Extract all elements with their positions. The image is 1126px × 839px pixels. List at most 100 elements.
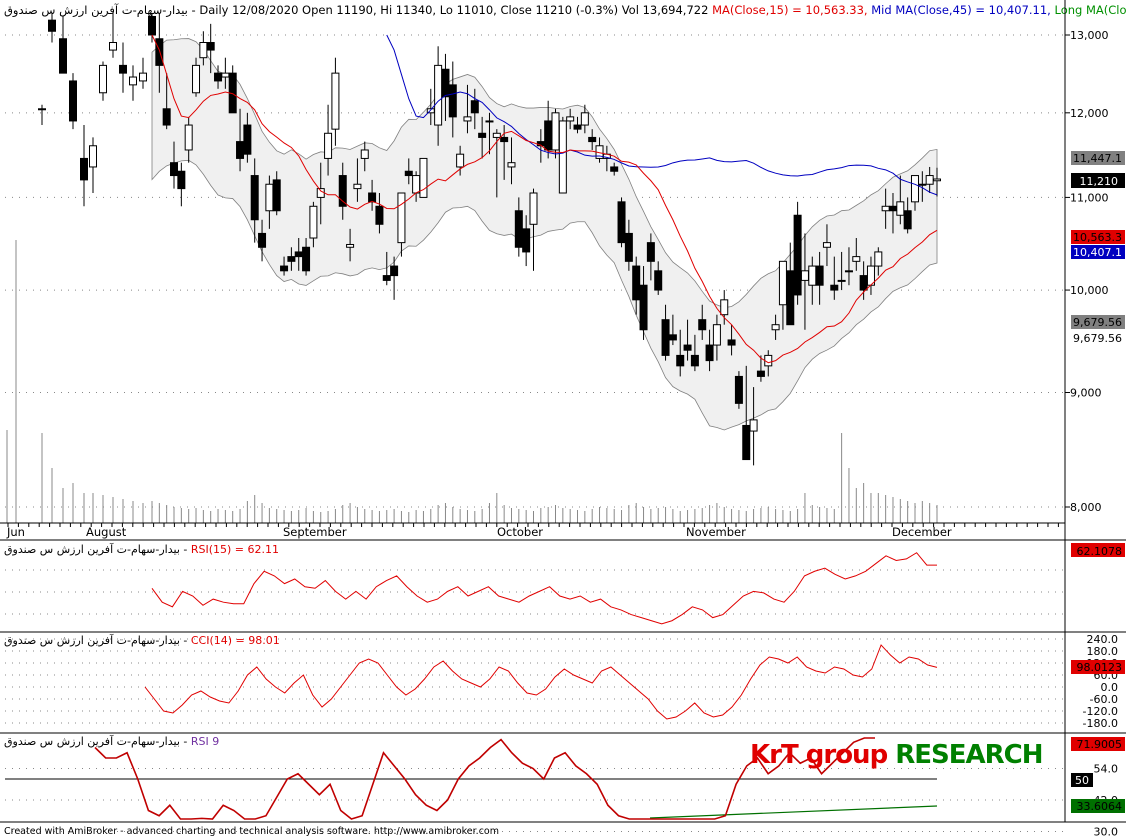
candle (558, 116, 567, 194)
month-jun: Jun (6, 525, 25, 539)
ticker-name: بیدار-سهام-ت آفرین ارزش س صندوق (4, 3, 188, 18)
rsi15-flag (1071, 543, 1125, 557)
candle (624, 219, 633, 271)
last-close-flag-label: 11,210 (1080, 175, 1119, 188)
upper-band-flag (1071, 151, 1125, 165)
price-axis-label: 10,000 (1070, 284, 1109, 297)
cci-axis-label: -180.0 (1083, 717, 1118, 730)
candle (59, 16, 67, 74)
candle (448, 61, 457, 138)
candle (80, 125, 88, 207)
watermark: KrT group RESEARCH (750, 740, 1043, 770)
candle (162, 73, 171, 130)
candle (712, 314, 721, 361)
rsi15-pane: بیدار-سهام-ت آفرین ارزش س صندوق - RSI(15… (0, 542, 1126, 633)
candle (822, 224, 831, 267)
price-axis-label: 8,000 (1070, 501, 1102, 514)
candle (463, 84, 472, 134)
candle (639, 266, 648, 340)
candle (331, 57, 340, 146)
cci-title-text: CCI(14) = 98.01 (191, 634, 280, 647)
candle (170, 141, 179, 189)
cci-axis-label: 240.0 (1087, 633, 1119, 646)
candle (500, 125, 509, 180)
candle (683, 319, 692, 361)
price-axis-label: 12,000 (1070, 107, 1109, 120)
rsi9-axis-label: 30.0 (1094, 826, 1119, 839)
candle (529, 188, 538, 271)
rsi9-line (94, 737, 875, 820)
candle (243, 112, 252, 163)
candle (793, 201, 802, 305)
watermark-research: RESEARCH (895, 740, 1042, 770)
candle (756, 355, 765, 382)
rsi9-title-text: RSI 9 (191, 735, 219, 748)
rsi9-pane: بیدار-سهام-ت آفرین ارزش س صندوق - RSI 9 … (0, 734, 1126, 839)
candle (720, 290, 729, 325)
rsi9-flag (1071, 737, 1125, 751)
candle (844, 247, 853, 286)
rsi9-level-flag-label: 50 (1075, 774, 1089, 787)
candle (324, 104, 333, 176)
candle (250, 158, 259, 243)
candle (206, 23, 215, 74)
candle (837, 251, 846, 291)
cci-axis-label: -60.0 (1090, 693, 1118, 706)
candle (749, 387, 758, 466)
candle (646, 233, 655, 281)
rsi9-trend-flag-label: 33.6064 (1077, 800, 1123, 813)
cci-axis-label: 180.0 (1087, 645, 1119, 658)
cci-axis-label: 0.0 (1101, 681, 1119, 694)
candle (617, 197, 626, 248)
candle (184, 116, 193, 163)
candle (522, 215, 531, 267)
candle (566, 108, 575, 130)
rsi15-line (151, 552, 937, 625)
candle (375, 192, 384, 234)
cci-axis-label: -120.0 (1083, 705, 1118, 718)
candle (676, 329, 685, 377)
ma45-readout: Mid MA(Close,45) = 10,407.11, (871, 3, 1051, 17)
candle (485, 112, 494, 155)
candle (48, 12, 56, 43)
long-ma-readout: Long MA(Close,10 (1055, 3, 1126, 17)
candle (258, 219, 267, 262)
ma45-flag (1071, 245, 1125, 259)
candle (573, 116, 582, 134)
ma15-flag-label: 10,563.3 (1073, 231, 1122, 244)
candle (632, 256, 641, 315)
month-august: August (86, 525, 127, 539)
price-axis-label: 11,000 (1070, 191, 1109, 204)
candle (690, 334, 699, 372)
watermark-krt: KrT group (750, 740, 888, 770)
rsi9-axis-label: 54.0 (1094, 763, 1119, 776)
candle (390, 256, 399, 300)
candle (109, 12, 117, 58)
month-axis: Jun August September October November De… (0, 0, 1126, 822)
bollinger-band (151, 38, 938, 431)
candle (874, 247, 883, 276)
candle (507, 137, 516, 185)
rsi15-ticker: بیدار-سهام-ت آفرین ارزش س صندوق (4, 542, 180, 556)
candle (610, 162, 619, 176)
rsi9-ticker: بیدار-سهام-ت آفرین ارزش س صندوق (4, 734, 180, 748)
candle (830, 256, 839, 300)
candle (38, 104, 46, 126)
month-december: December (892, 525, 952, 539)
cci-flag-label: 98.0123 (1077, 661, 1123, 674)
candle (287, 247, 296, 271)
candle (734, 371, 743, 409)
month-october: October (497, 525, 543, 539)
lower-band-flag (1071, 315, 1125, 329)
ma15-line (151, 34, 938, 364)
candle (456, 145, 465, 176)
candle (353, 158, 362, 202)
candle (771, 314, 780, 340)
cci-pane: بیدار-سهام-ت آفرین ارزش س صندوق - CCI(14… (0, 633, 1126, 734)
ma15-flag (1071, 230, 1125, 244)
candle (89, 137, 97, 193)
candle (382, 251, 391, 286)
candle (492, 129, 501, 198)
rsi9-level-flag (1071, 773, 1093, 787)
candle (815, 251, 824, 305)
